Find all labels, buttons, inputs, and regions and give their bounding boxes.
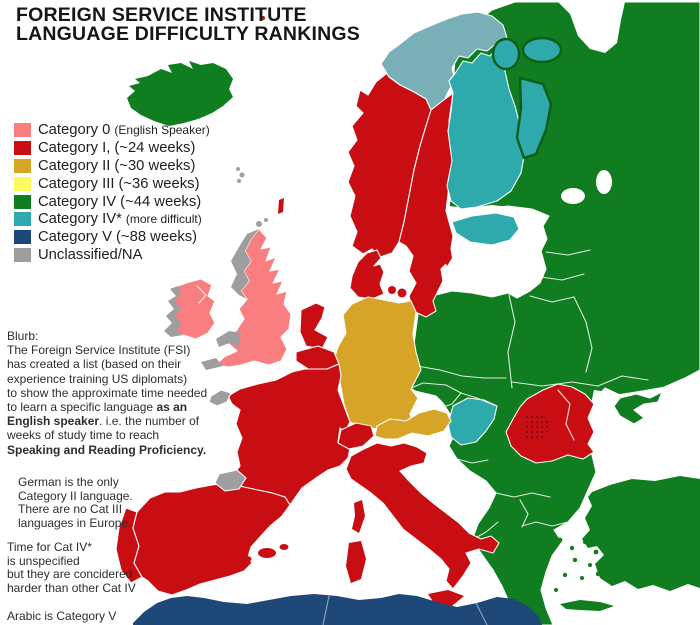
legend-row: Category IV* (more difficult) — [14, 211, 210, 228]
gotland-island — [443, 246, 452, 266]
note-german: German is the only Category II language.… — [18, 475, 133, 530]
region-austria — [374, 408, 452, 440]
region-great-britain — [215, 228, 292, 368]
moldova-border — [557, 389, 575, 441]
african-borders — [322, 595, 488, 625]
lake-onega — [596, 170, 612, 194]
legend-row: Category III (~36 weeks) — [14, 175, 210, 192]
legend-row: Category V (~88 weeks) — [14, 229, 210, 246]
legend-row: Category 0 (English Speaker) — [14, 122, 210, 139]
blurb-text: Blurb: The Foreign Service Institute (FS… — [7, 329, 208, 457]
region-crimea — [613, 391, 663, 425]
region-hungary — [447, 397, 498, 446]
region-germany — [332, 296, 422, 431]
legend-color-swatch — [14, 212, 31, 227]
greek-islands — [554, 537, 626, 611]
legend-category-note: (English Speaker) — [114, 123, 210, 138]
title-line1: FOREIGN SERVICE INSTITUTE — [16, 4, 307, 26]
region-denmark — [349, 249, 385, 300]
legend-row: Unclassified/NA — [14, 246, 210, 263]
note-cat4: Time for Cat IV* is unspecified but they… — [7, 540, 136, 595]
region-gaeltacht-unclassified — [164, 286, 183, 337]
jan-mayen-island — [261, 16, 265, 20]
region-netherlands — [299, 302, 329, 350]
region-belgium — [295, 345, 340, 370]
region-spain — [132, 482, 291, 596]
region-switzerland — [337, 422, 375, 450]
legend-category-label: Category III — [38, 175, 115, 192]
region-turkey — [582, 476, 700, 591]
region-scottish-highlands-unclassified — [231, 229, 259, 299]
szekely-dotted-area — [524, 412, 550, 441]
sardinia-island — [346, 541, 366, 583]
bornholm-island — [425, 299, 431, 305]
orkney-islands — [256, 218, 268, 227]
legend-category-note: (more difficult) — [125, 212, 202, 227]
legend-category-label: Category IV — [38, 193, 117, 210]
region-finland — [446, 40, 526, 210]
legend-color-swatch — [14, 194, 31, 209]
legend-color-swatch — [14, 176, 31, 191]
legend-category-note: (~44 weeks) — [120, 193, 202, 210]
legend-category-note: (~24 weeks) — [114, 140, 196, 157]
white-sea — [558, 2, 625, 53]
region-cornwall-unclassified — [201, 358, 223, 370]
legend-color-swatch — [14, 158, 31, 173]
legend-row: Category I, (~24 weeks) — [14, 140, 210, 157]
legend-row: Category II (~30 weeks) — [14, 158, 210, 174]
legend-category-note: (~36 weeks) — [118, 175, 200, 192]
region-romania-moldova — [505, 383, 595, 464]
region-cyprus — [654, 565, 683, 579]
lake-ladoga — [561, 188, 585, 204]
legend-category-note: (~30 weeks) — [114, 158, 196, 174]
legend-color-swatch — [14, 247, 31, 262]
shetland-islands — [278, 198, 284, 214]
legend-category-label: Category II — [38, 158, 111, 174]
balearic-islands — [242, 544, 289, 562]
title-line2: LANGUAGE DIFFICULTY RANKINGS — [16, 22, 360, 45]
region-basque-unclassified — [214, 469, 247, 492]
legend-category-label: Category I, — [38, 140, 111, 157]
danish-islands — [388, 286, 427, 302]
note-arabic: Arabic is Category V — [7, 609, 117, 623]
legend-category-label: Category IV* — [38, 211, 122, 228]
legend-row: Category IV (~44 weeks) — [14, 193, 210, 210]
faroe-islands — [236, 167, 245, 183]
region-iceland — [127, 61, 233, 126]
region-brittany-unclassified — [208, 389, 232, 407]
northern-ireland-border — [196, 285, 207, 304]
region-france — [227, 363, 351, 506]
region-north-africa-arabic — [133, 594, 542, 625]
legend: Category 0 (English Speaker) Category I,… — [14, 122, 210, 263]
legend-color-swatch — [14, 230, 31, 245]
region-italy — [345, 442, 500, 590]
legend-color-swatch — [14, 123, 31, 138]
legend-category-label: Unclassified/NA — [38, 246, 143, 263]
legend-category-label: Category V — [38, 229, 113, 246]
region-wales-unclassified — [216, 331, 241, 347]
legend-category-note: (~88 weeks) — [116, 229, 198, 246]
corsica-island — [352, 500, 365, 533]
region-karelia — [491, 36, 563, 160]
page-title: FOREIGN SERVICE INSTITUTE LANGUAGE DIFFI… — [16, 6, 360, 43]
legend-color-swatch — [14, 141, 31, 156]
legend-category-label: Category 0 — [38, 122, 111, 139]
region-estonia — [451, 212, 520, 246]
